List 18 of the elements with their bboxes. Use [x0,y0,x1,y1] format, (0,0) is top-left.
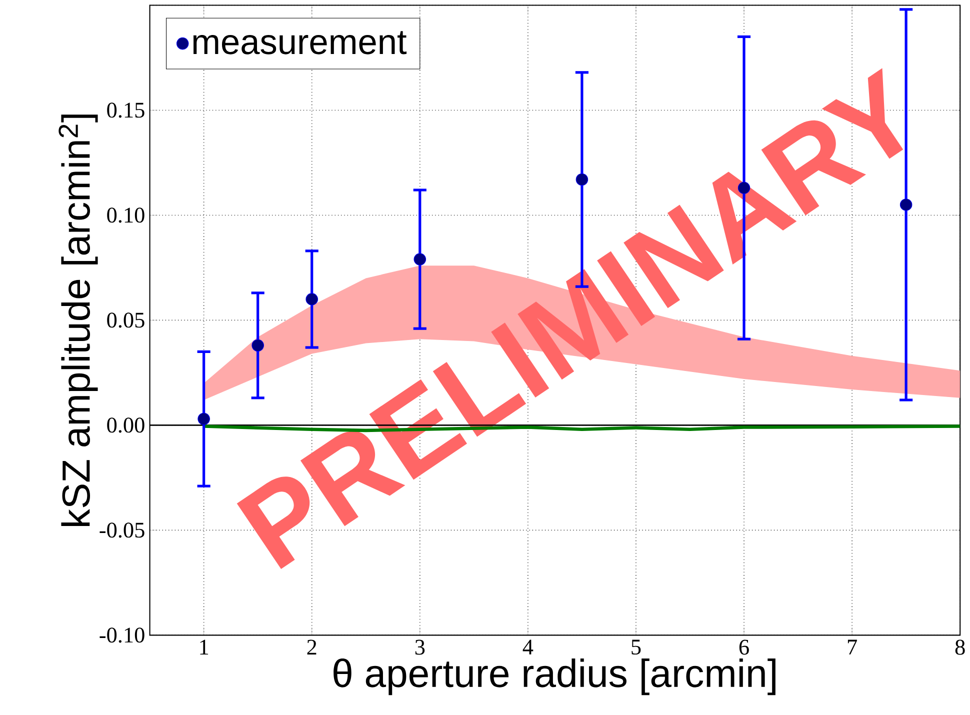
x-tick-label: 2 [307,640,316,655]
y-tick-label: 0.05 [107,312,144,328]
x-tick-label: 4 [522,640,534,655]
y-tick-label: 0.00 [107,418,144,433]
x-tick-label: 1 [200,640,208,655]
x-tick-label: 6 [739,640,749,655]
x-tick-label: 8 [955,640,965,656]
point [198,412,210,426]
y-tick-label: 0.10 [107,208,144,223]
x-axis-title: θ aperture radius [arcmin] [334,658,776,696]
x-tick-label: 7 [848,640,857,655]
x-tick-label: 3 [415,640,425,655]
x-tick-label: 5 [632,640,641,655]
legend-label: measurement [193,31,407,55]
y-tick-label: 0.15 [107,102,144,118]
y-axis-title: kSZ amplitude [arcmin$^{2}$] [58,114,98,526]
y-tick-label: -0.10 [100,628,144,643]
y-tick-label: -0.05 [100,522,144,538]
